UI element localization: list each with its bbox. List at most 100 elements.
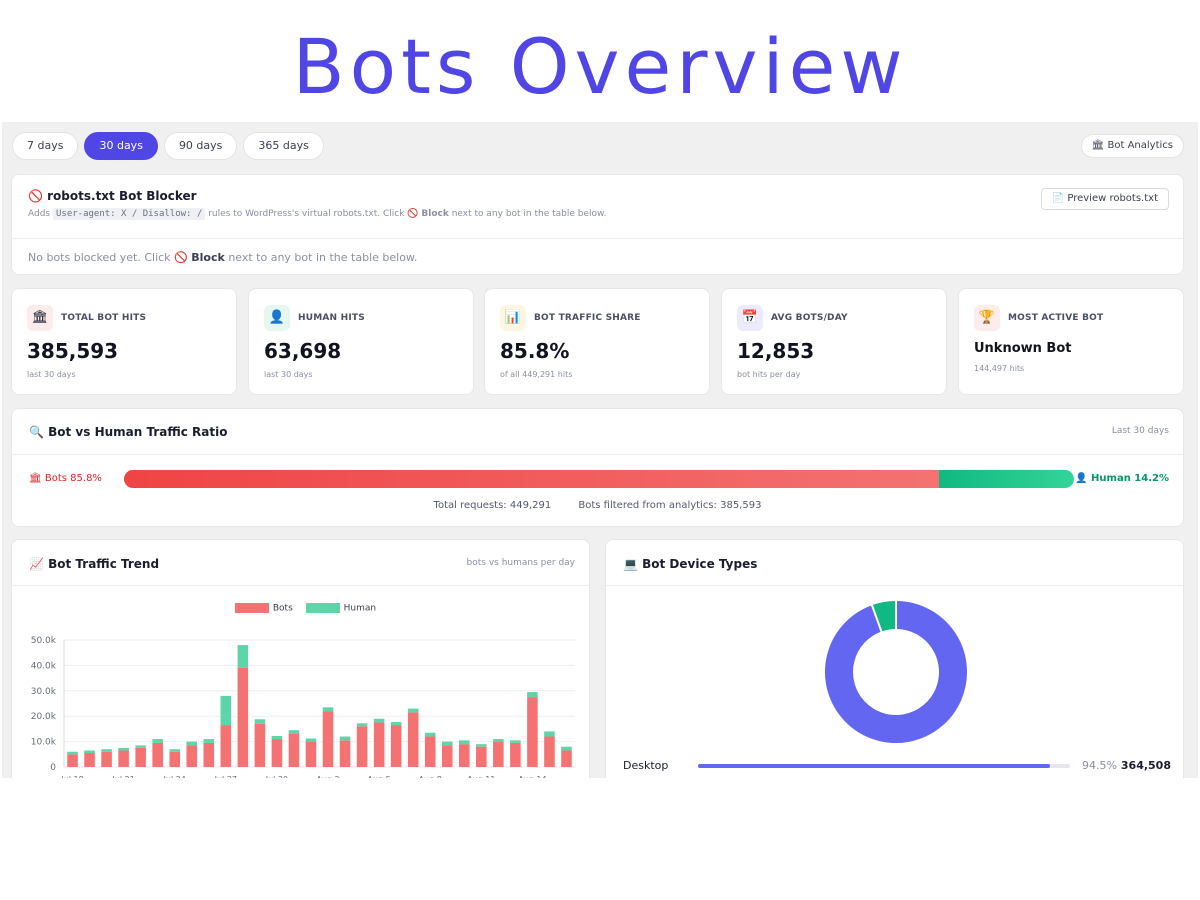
bar-bots bbox=[544, 736, 555, 767]
bar-bots bbox=[237, 667, 249, 767]
device-donut-chart bbox=[825, 600, 967, 743]
bar-bots bbox=[356, 726, 368, 767]
device-name: Desktop bbox=[623, 759, 669, 772]
bar-bots bbox=[118, 750, 129, 767]
bar-human bbox=[527, 692, 538, 698]
bots-ratio-label: 🏛 Bots 85.8% bbox=[29, 473, 102, 484]
blocked-bots-empty-state: No bots blocked yet. Click 🚫 Block next … bbox=[28, 251, 418, 264]
ratio-bar-human bbox=[939, 470, 1074, 488]
bar-human bbox=[459, 740, 470, 745]
range-tabs: 7 days 30 days 90 days 365 days bbox=[12, 132, 324, 160]
bot-icon: 🏛 bbox=[27, 305, 53, 331]
stat-value: 63,698 bbox=[264, 339, 342, 363]
bar-bots bbox=[186, 745, 198, 767]
total-requests: Total requests: 449,291 bbox=[433, 500, 552, 511]
legend-swatch-human bbox=[305, 603, 340, 613]
bar-human bbox=[390, 722, 402, 726]
device-share-track bbox=[698, 764, 1070, 768]
trend-legend: Bots Human bbox=[12, 603, 589, 614]
bar-bots bbox=[101, 751, 112, 767]
bar-bots bbox=[373, 722, 385, 767]
bar-bots bbox=[407, 712, 419, 767]
blocker-title: robots.txt Bot Blocker bbox=[47, 189, 197, 203]
legend-swatch-bots bbox=[234, 603, 269, 613]
tab-7-days[interactable]: 7 days bbox=[12, 132, 79, 160]
bar-human bbox=[339, 736, 351, 741]
bar-human bbox=[67, 751, 78, 755]
stat-card-human-hits: 👤 HUMAN HITS 63,698 last 30 days bbox=[248, 288, 474, 395]
device-title: 💻 Bot Device Types bbox=[623, 557, 758, 571]
bar-bots bbox=[271, 739, 283, 767]
bar-human bbox=[135, 745, 146, 748]
robots-code-snippet: User-agent: X / Disallow: / bbox=[53, 208, 206, 220]
device-share-fill bbox=[698, 764, 1050, 768]
bots-filtered: Bots filtered from analytics: 385,593 bbox=[578, 500, 762, 511]
robots-blocker-card: 🚫 robots.txt Bot Blocker Adds User-agent… bbox=[11, 174, 1184, 275]
bar-bots bbox=[220, 725, 232, 767]
bar-human bbox=[220, 695, 232, 726]
bar-bots bbox=[254, 723, 266, 767]
bar-human bbox=[84, 750, 95, 754]
bar-bots bbox=[84, 753, 95, 767]
dashboard-panel: 7 days 30 days 90 days 365 days 🏛 Bot An… bbox=[2, 122, 1198, 778]
ratio-period: Last 30 days bbox=[1111, 426, 1169, 436]
y-tick-label: 10.0k bbox=[31, 738, 57, 748]
device-pct: 94.5% bbox=[1082, 759, 1117, 772]
bar-chart-icon: 📊 bbox=[500, 305, 526, 331]
calendar-icon: 📅 bbox=[737, 305, 763, 331]
bar-bots bbox=[203, 742, 215, 767]
bar-human bbox=[476, 744, 487, 747]
y-tick-label: 40.0k bbox=[31, 661, 57, 671]
trend-chart: 0 10.0k 20.0k 30.0k 40.0k 50.0k Jul 18 Jul 21 Ju… bbox=[31, 636, 575, 778]
x-tick-label: Aug 2 bbox=[316, 775, 339, 778]
x-tick-label: Jul 21 bbox=[111, 775, 134, 778]
tab-90-days[interactable]: 90 days bbox=[163, 132, 238, 160]
x-tick-label: Aug 8 bbox=[419, 775, 442, 778]
x-tick-label: Aug 14 bbox=[518, 775, 546, 778]
bar-bots bbox=[169, 751, 180, 767]
bar-human bbox=[169, 749, 180, 752]
human-ratio-label: 👤 Human 14.2% bbox=[1075, 473, 1169, 484]
bot-analytics-pill[interactable]: 🏛 Bot Analytics bbox=[1080, 134, 1184, 158]
donut-slice-other bbox=[871, 601, 897, 632]
bar-human bbox=[356, 723, 368, 727]
bot-device-types-card: 💻 Bot Device Types Desktop 94.5% 364,508 bbox=[605, 539, 1184, 778]
x-tick-label: Jul 18 bbox=[60, 775, 83, 778]
bar-human bbox=[271, 736, 283, 740]
block-icon: 🚫 bbox=[28, 189, 43, 203]
bar-human bbox=[407, 708, 419, 713]
device-count: 364,508 bbox=[1120, 759, 1171, 772]
bar-bots bbox=[441, 745, 453, 767]
bar-human bbox=[118, 747, 129, 751]
stat-card-total-bot-hits: 🏛 TOTAL BOT HITS 385,593 last 30 days bbox=[11, 288, 237, 395]
stat-value: 385,593 bbox=[27, 339, 119, 363]
block-icon: 🚫 bbox=[407, 209, 419, 219]
tab-30-days[interactable]: 30 days bbox=[84, 132, 158, 160]
bar-human bbox=[186, 741, 198, 746]
bar-human bbox=[288, 730, 300, 734]
ratio-bar bbox=[124, 470, 1074, 488]
bar-human bbox=[561, 746, 572, 751]
tab-365-days[interactable]: 365 days bbox=[243, 132, 324, 160]
bar-human bbox=[203, 739, 215, 743]
bar-bots bbox=[424, 736, 436, 767]
traffic-ratio-card: 🔍 Bot vs Human Traffic Ratio Last 30 day… bbox=[11, 408, 1184, 527]
trend-subtitle: bots vs humans per day bbox=[466, 558, 575, 568]
bar-human bbox=[152, 739, 163, 743]
blocker-header: 🚫 robots.txt Bot Blocker Adds User-agent… bbox=[12, 175, 1183, 239]
legend-label-bots: Bots bbox=[272, 603, 293, 614]
ratio-title: 🔍 Bot vs Human Traffic Ratio bbox=[29, 425, 228, 439]
stat-value: Unknown Bot bbox=[974, 341, 1072, 356]
trend-title: 📈 Bot Traffic Trend bbox=[29, 557, 160, 571]
bar-human bbox=[254, 719, 266, 724]
bar-bots bbox=[493, 741, 504, 767]
bar-human bbox=[373, 718, 385, 723]
bar-human bbox=[510, 740, 521, 743]
bar-bots bbox=[305, 741, 317, 767]
bar-bots bbox=[67, 754, 78, 767]
preview-robots-button[interactable]: 📄 Preview robots.txt bbox=[1040, 188, 1169, 210]
bot-traffic-trend-card: 📈 Bot Traffic Trend bots vs humans per d… bbox=[11, 539, 590, 778]
bar-bots bbox=[510, 742, 521, 767]
stat-card-most-active-bot: 🏆 MOST ACTIVE BOT Unknown Bot 144,497 hi… bbox=[958, 288, 1184, 395]
ratio-totals: Total requests: 449,291 Bots filtered fr… bbox=[12, 500, 1183, 511]
